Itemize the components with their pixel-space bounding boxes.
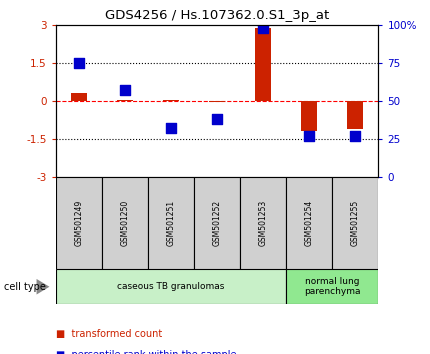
Bar [301,101,317,131]
Point [214,116,221,122]
Bar [194,177,240,269]
Bar [71,93,87,101]
Bar [347,101,363,129]
Text: GSM501251: GSM501251 [166,200,175,246]
Text: normal lung
parenchyma: normal lung parenchyma [304,277,361,296]
Point [76,60,83,66]
Bar [56,177,102,269]
Text: GSM501255: GSM501255 [351,200,360,246]
Text: GSM501249: GSM501249 [74,200,83,246]
Point [168,125,175,131]
Bar [102,177,148,269]
Text: GSM501253: GSM501253 [259,200,268,246]
Point [306,133,313,139]
Point [260,25,267,31]
Bar [163,100,179,101]
Point [122,87,129,93]
Bar [117,99,133,101]
Text: ■  percentile rank within the sample: ■ percentile rank within the sample [56,350,237,354]
Text: GSM501250: GSM501250 [120,200,129,246]
Bar [240,177,286,269]
Point [352,133,359,139]
Bar [255,28,271,101]
Text: GSM501252: GSM501252 [213,200,221,246]
Title: GDS4256 / Hs.107362.0.S1_3p_at: GDS4256 / Hs.107362.0.S1_3p_at [105,9,329,22]
Text: GSM501254: GSM501254 [305,200,314,246]
Text: cell type: cell type [4,282,46,292]
Bar [148,177,194,269]
Bar [209,101,225,102]
Bar [286,269,378,304]
Bar [286,177,332,269]
Polygon shape [37,279,49,295]
Text: ■  transformed count: ■ transformed count [56,329,162,339]
Text: caseous TB granulomas: caseous TB granulomas [117,282,225,291]
Bar [332,177,378,269]
Bar [56,269,286,304]
